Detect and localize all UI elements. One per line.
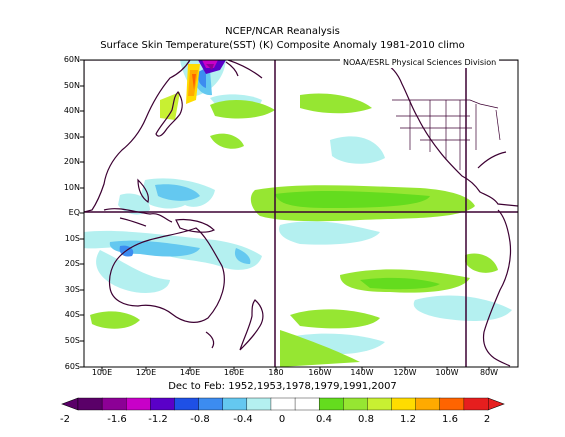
colorbar-swatch: [101, 397, 127, 411]
map-ticks: [80, 59, 490, 371]
colorbar-swatch: [77, 397, 103, 411]
colorbar-arrow-left: [61, 397, 79, 411]
colorbar-swatch: [391, 397, 417, 411]
lat-label: EQ: [68, 208, 80, 217]
lon-label: 140E: [179, 368, 201, 377]
coastlines: [84, 60, 518, 367]
lat-label: 40N: [63, 106, 80, 115]
lon-label: 180: [268, 368, 284, 377]
colorbar-swatch: [270, 397, 296, 411]
lat-label: 20S: [64, 259, 80, 268]
colorbar-swatch: [222, 397, 248, 411]
colorbar-label: 0.8: [358, 414, 374, 425]
colorbar-swatch: [367, 397, 393, 411]
colorbar-label: 1.6: [442, 414, 458, 425]
north-america-coast: [379, 60, 518, 207]
colorbar-swatch: [150, 397, 175, 411]
warm-anomaly-strong: [186, 60, 226, 104]
map-frame: [83, 59, 519, 368]
colorbar-swatch: [174, 397, 200, 411]
japan-coast: [155, 91, 183, 137]
lat-label: 60N: [63, 55, 80, 64]
reference-lines: [84, 60, 518, 367]
colorbar-label: -2: [60, 414, 70, 425]
colorbar-swatch: [198, 397, 224, 411]
colorbar-label: -0.8: [190, 414, 210, 425]
lat-label: 30S: [64, 285, 80, 294]
map-title: NCEP/NCAR Reanalysis: [225, 26, 340, 37]
colorbar-label: 2: [483, 414, 491, 425]
lon-label: 100W: [435, 368, 459, 377]
lat-label: 50S: [64, 336, 80, 345]
colorbar-label: -1.2: [148, 414, 168, 425]
colorbar-swatch: [294, 397, 320, 411]
colorbar-swatch: [439, 397, 465, 411]
colorbar-label: -0.4: [233, 414, 253, 425]
australia-coast: [108, 227, 225, 323]
colorbar-swatch: [343, 397, 368, 411]
political-borders: [392, 99, 501, 170]
lat-label: 30N: [63, 132, 80, 141]
south-america-coast: [482, 209, 512, 367]
colorbar-label: 0.4: [316, 414, 332, 425]
map-subtitle: Surface Skin Temperature(SST) (K) Compos…: [100, 40, 465, 51]
new-zealand-coast: [239, 299, 264, 351]
lat-label: 10N: [63, 183, 80, 192]
lon-label: 160E: [223, 368, 245, 377]
lon-label: 120W: [393, 368, 417, 377]
new-guinea-coast: [175, 218, 216, 233]
colorbar-arrow-right: [487, 397, 505, 411]
indonesia-coast: [103, 208, 173, 227]
colorbar-label: 1.2: [400, 414, 416, 425]
philippines-coast: [137, 178, 149, 203]
lat-label: 60S: [64, 362, 80, 371]
lon-label: 80W: [479, 368, 499, 377]
colorbar-label: 0: [278, 414, 286, 425]
colorbar: [61, 397, 505, 411]
colorbar-label: -1.6: [107, 414, 127, 425]
warm-anomaly-medium: [275, 190, 440, 290]
colorbar-swatch: [126, 397, 151, 411]
lat-label: 40S: [64, 310, 80, 319]
colorbar-swatch: [246, 397, 272, 411]
kamchatka-coast: [225, 60, 263, 79]
lon-label: 140W: [350, 368, 374, 377]
colorbar-swatch: [415, 397, 441, 411]
cuba-coast: [477, 151, 507, 169]
tasmania-coast: [205, 331, 215, 349]
lon-label: 100E: [91, 368, 113, 377]
period-label: Dec to Feb: 1952,1953,1978,1979,1991,200…: [168, 381, 397, 392]
colorbar-swatch: [318, 397, 344, 411]
lon-label: 120E: [135, 368, 157, 377]
lat-label: 20N: [63, 157, 80, 166]
credit-label: NOAA/ESRL Physical Sciences Division: [340, 58, 500, 68]
colorbar-swatch: [463, 397, 489, 411]
lat-label: 10S: [64, 234, 80, 243]
lat-label: 50N: [63, 81, 80, 90]
lon-label: 160W: [308, 368, 332, 377]
asia-coast: [84, 60, 191, 213]
